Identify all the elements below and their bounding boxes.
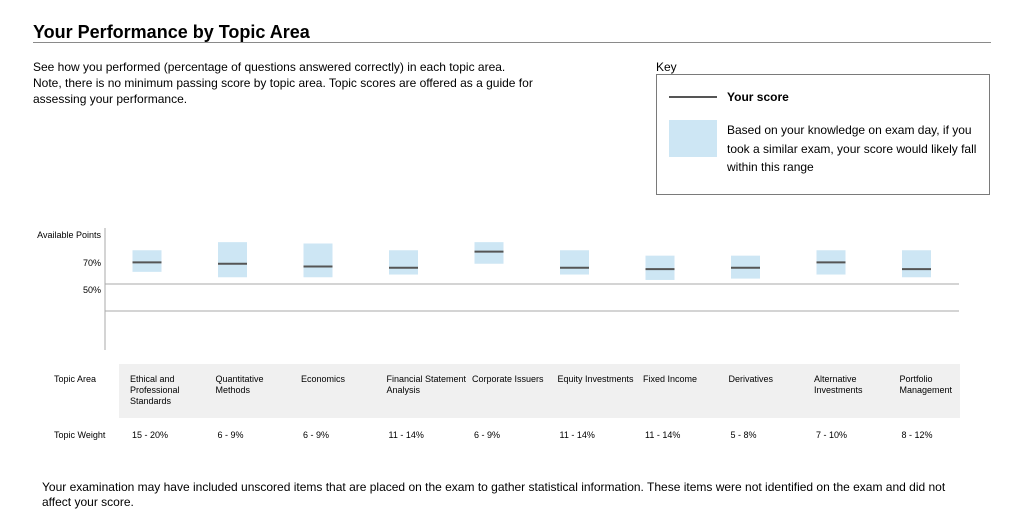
- topic-weight-label: 11 - 14%: [559, 430, 595, 440]
- score-range-box: [218, 242, 247, 278]
- topic-weight-row-label: Topic Weight: [54, 430, 106, 440]
- y-tick-70: 70%: [82, 258, 101, 268]
- topic-area-panel: [119, 364, 960, 418]
- topic-weight-label: 6 - 9%: [217, 430, 244, 440]
- page-title: Your Performance by Topic Area: [33, 22, 310, 42]
- score-range-box: [560, 250, 589, 275]
- key-score-label: Your score: [727, 90, 789, 104]
- y-tick-50: 50%: [82, 285, 101, 295]
- key-legend: Your score Based on your knowledge on ex…: [656, 74, 990, 195]
- key-range-swatch: [669, 120, 717, 157]
- topic-weight-label: 6 - 9%: [474, 430, 501, 440]
- topic-weight-label: 15 - 20%: [132, 430, 169, 440]
- topic-weight-label: 8 - 12%: [901, 430, 933, 440]
- score-range-box: [389, 250, 418, 275]
- footnote-text: Your examination may have included unsco…: [42, 480, 946, 509]
- topic-area-label: Corporate Issuers: [472, 374, 544, 384]
- topic-area-row-label: Topic Area: [54, 374, 97, 384]
- score-range-box: [474, 242, 504, 264]
- topic-area-label: Economics: [301, 374, 346, 384]
- topic-area-label: Derivatives: [728, 374, 774, 384]
- title-divider: [33, 42, 991, 43]
- topic-weight-label: 7 - 10%: [816, 430, 848, 440]
- topic-area-label: Quantitative Methods: [215, 374, 264, 395]
- topic-area-label: Equity Investments: [557, 374, 634, 384]
- key-range-label: Based on your knowledge on exam day, if …: [727, 123, 977, 174]
- score-range-box: [132, 250, 162, 272]
- score-range-box: [645, 255, 675, 280]
- topic-area-label: Ethical and Professional Standards: [130, 374, 180, 406]
- topic-area-label: Financial Statement Analysis: [386, 374, 467, 395]
- key-score-line: [669, 96, 717, 98]
- score-range-box: [303, 243, 333, 278]
- topic-weight-label: 6 - 9%: [303, 430, 330, 440]
- topic-weight-label: 5 - 8%: [730, 430, 757, 440]
- score-range-box: [902, 250, 931, 278]
- intro-text: See how you performed (percentage of que…: [33, 60, 533, 106]
- topic-weight-label: 11 - 14%: [388, 430, 424, 440]
- topic-area-label: Alternative Investments: [814, 374, 863, 395]
- topic-area-label: Portfolio Management: [899, 374, 953, 395]
- key-heading: Key: [656, 60, 677, 74]
- topic-weight-label: 11 - 14%: [645, 430, 681, 440]
- y-tick-available-points: Available Points: [37, 230, 101, 240]
- topic-area-label: Fixed Income: [643, 374, 698, 384]
